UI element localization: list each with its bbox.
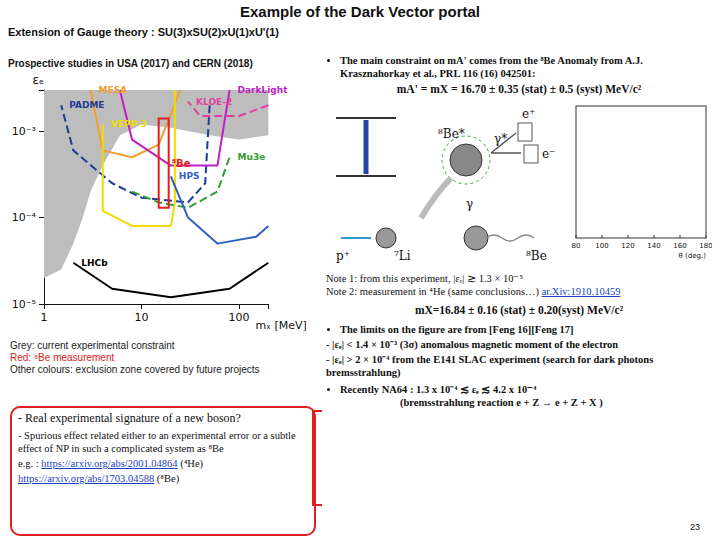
svg-text:LHCb: LHCb [81, 258, 108, 268]
html-text:- Spurious effect related eith: - Spurious effect related either to an e… [18, 430, 296, 454]
svg-text:mₓ [MeV]: mₓ [MeV] [255, 319, 306, 332]
svg-text:1: 1 [41, 311, 48, 324]
svg-text:120: 120 [621, 242, 634, 250]
html-text:Note 1: from this experiment,: Note 1: from this experiment, |εₑ| ≳ 1.3… [326, 273, 524, 284]
html-text:https://arxiv.org/abs/1703.045: https://arxiv.org/abs/1703.04588 (⁸Be) [18, 473, 180, 484]
html-text:Extension of Gauge theory : SU: Extension of Gauge theory : SU(3)xSU(2)x… [8, 26, 279, 38]
svg-text:Mu3e: Mu3e [238, 152, 266, 162]
html-text:Grey: current experimental con: Grey: current experimental constraint [10, 340, 175, 351]
svg-text:γ*: γ* [494, 132, 507, 146]
svg-text:e⁻: e⁻ [542, 147, 555, 161]
html-text:(bremsstrahlung reaction e + Z: (bremsstrahlung reaction e + Z → e + Z +… [400, 397, 603, 408]
html-text:23: 23 [690, 522, 700, 532]
svg-text:MESA: MESA [99, 85, 128, 95]
html-text:- |εₑ| < 1.4 × 10⁻³ (3σ) anoma: - |εₑ| < 1.4 × 10⁻³ (3σ) anomalous magne… [326, 339, 619, 350]
html-text:Recently NA64 : 1.3 x 10⁻⁴ ≲ ε: Recently NA64 : 1.3 x 10⁻⁴ ≲ εₑ ≲ 4.2 x … [340, 384, 537, 395]
svg-text:⁸Be: ⁸Be [526, 249, 547, 263]
svg-text:θ (deg.): θ (deg.) [679, 252, 707, 260]
svg-text:80: 80 [572, 242, 581, 250]
svg-text:p⁺: p⁺ [336, 249, 350, 263]
svg-text:KLOE-2: KLOE-2 [196, 97, 232, 107]
html-text:- |εₑ| > 2 × 10⁻⁴ from the E14: - |εₑ| > 2 × 10⁻⁴ from the E141 SLAC exp… [326, 354, 654, 378]
html-text:mX=16.84 ± 0.16 (stat) ± 0.20(: mX=16.84 ± 0.16 (stat) ± 0.20(syst) MeV/… [414, 304, 624, 316]
svg-text:VEPP-3: VEPP-3 [111, 119, 147, 129]
svg-text:100: 100 [595, 242, 608, 250]
html-text:The main constraint on mA' com: The main constraint on mA' comes from th… [340, 55, 643, 79]
html-text:Other colours: exclusion zone: Other colours: exclusion zone covered by… [10, 364, 260, 375]
html-text:Note 2: measurement in ⁴He (sa: Note 2: measurement in ⁴He (same conclus… [326, 286, 621, 297]
html-text:Red: ⁸Be measurement: Red: ⁸Be measurement [10, 352, 115, 363]
html-text:mA' = mX = 16.70 ± 0.35 (stat): mA' = mX = 16.70 ± 0.35 (stat) ± 0.5 (sy… [396, 83, 642, 95]
svg-text:160: 160 [673, 242, 686, 250]
svg-text:εₑ: εₑ [33, 73, 45, 87]
svg-text:180: 180 [699, 242, 712, 250]
svg-text:10: 10 [135, 311, 149, 324]
svg-text:10⁻⁴: 10⁻⁴ [12, 211, 37, 224]
svg-text:140: 140 [647, 242, 660, 250]
html-text:e.g. : https://arxiv.org/abs/2: e.g. : https://arxiv.org/abs/2001.04864 … [18, 458, 204, 469]
svg-text:PADME: PADME [69, 100, 104, 110]
svg-text:DarkLight: DarkLight [238, 85, 289, 95]
svg-text:⁸Be*: ⁸Be* [438, 127, 465, 141]
svg-text:HPS: HPS [179, 171, 200, 181]
svg-text:e⁺: e⁺ [522, 107, 535, 121]
svg-text:γ: γ [466, 197, 473, 211]
html-text:Prospective studies in USA (20: Prospective studies in USA (2017) and CE… [8, 58, 253, 69]
svg-text:⁸Be: ⁸Be [172, 158, 191, 169]
svg-text:10⁻⁵: 10⁻⁵ [12, 298, 36, 311]
svg-text:100: 100 [229, 311, 250, 324]
html-text:Example of the Dark Vector por: Example of the Dark Vector portal [240, 3, 480, 20]
html-text:- Real experimental signature: - Real experimental signature of a new b… [18, 411, 241, 425]
html-text:The limits on the figure are f: The limits on the figure are from [Feng … [340, 324, 574, 335]
svg-text:⁷Li: ⁷Li [394, 249, 411, 263]
svg-text:10⁻³: 10⁻³ [12, 125, 36, 138]
